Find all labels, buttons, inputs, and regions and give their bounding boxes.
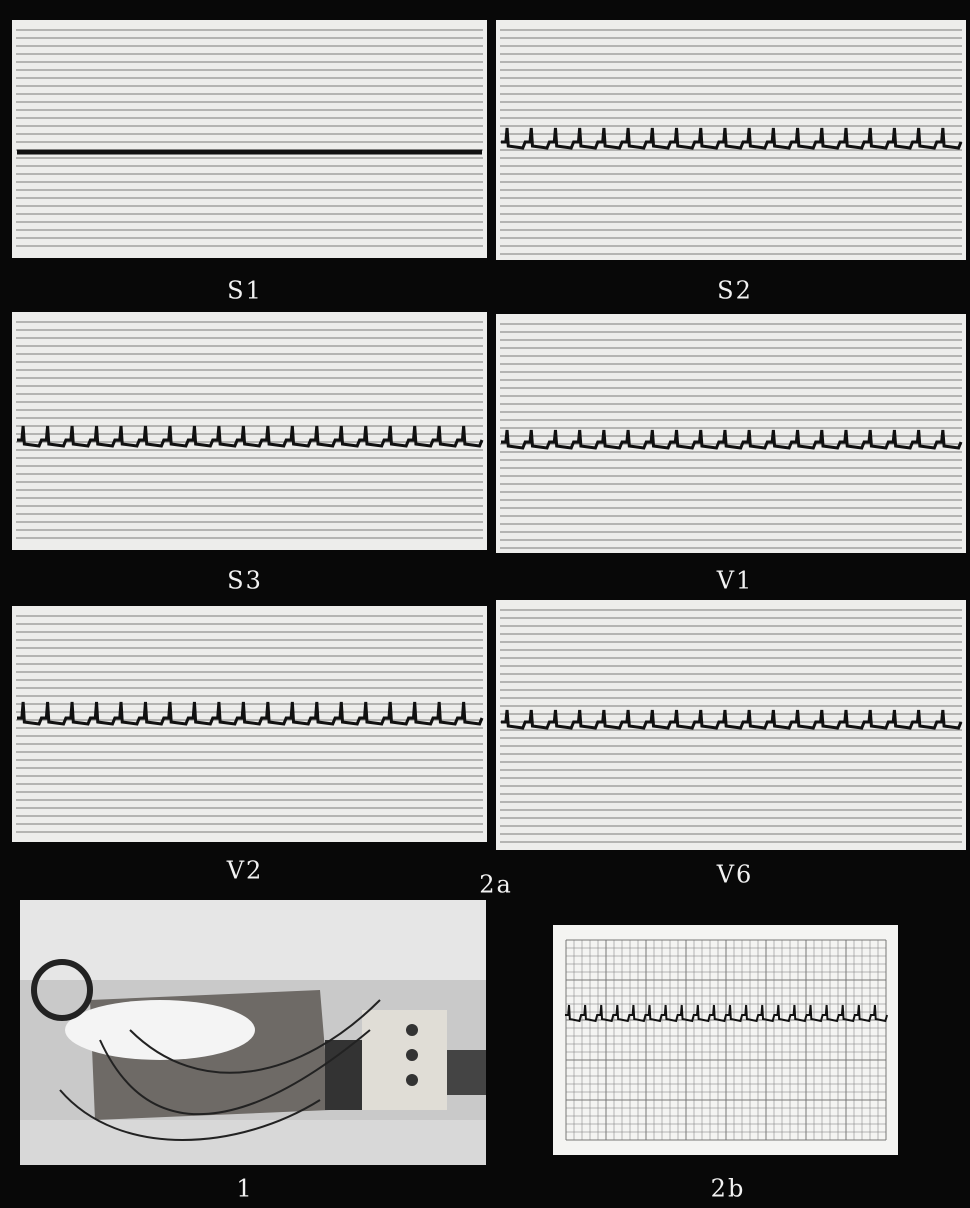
photo-label: 1	[236, 1175, 253, 1203]
panel-label: S1	[227, 277, 263, 305]
terminal	[406, 1024, 418, 1036]
panel-label: V6	[716, 861, 754, 889]
panel-label: S2	[717, 277, 753, 305]
figure: S1 S2 S3 V1 V2 V6 2a 1 2b	[0, 0, 970, 1208]
figure-label: 2a	[479, 871, 513, 899]
terminal	[406, 1074, 418, 1086]
panel-label: V2	[226, 857, 264, 885]
ecg-label: 2b	[711, 1175, 746, 1203]
connector	[447, 1050, 486, 1095]
photo-wall	[20, 900, 486, 980]
panel-label: V1	[716, 567, 754, 595]
ecg-paper	[553, 925, 898, 1155]
electrode-box	[362, 1010, 447, 1110]
panel-label: S3	[227, 567, 263, 595]
photo-bench	[20, 1120, 486, 1165]
photo	[20, 900, 486, 1165]
terminal	[406, 1049, 418, 1061]
animal	[65, 1000, 255, 1060]
